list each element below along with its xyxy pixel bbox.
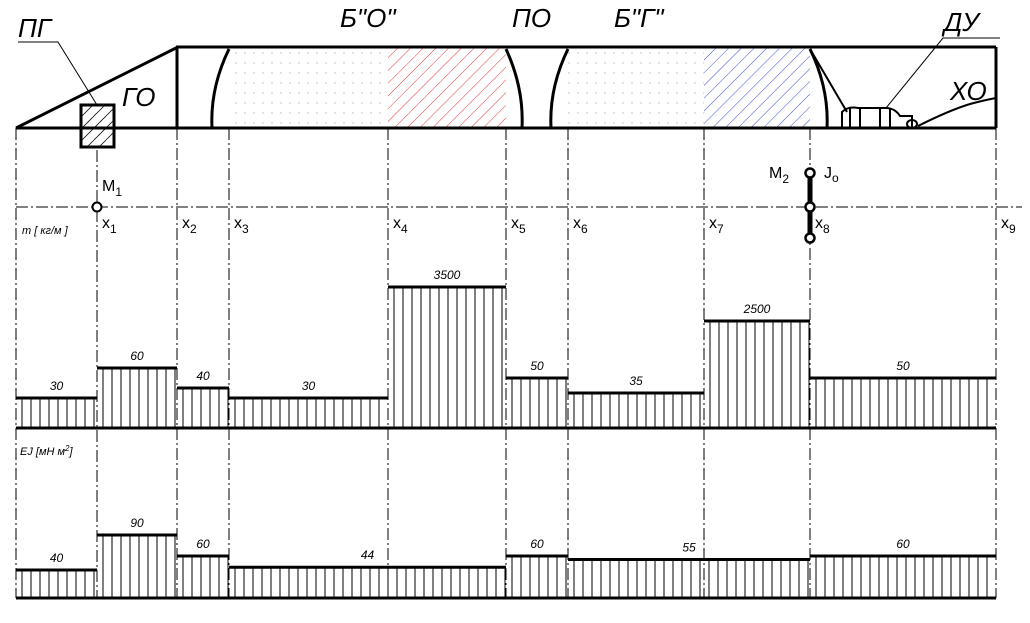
- stiffness-value-label-0: 40: [50, 551, 64, 565]
- stiffness-step-1: 90: [97, 516, 177, 598]
- x-tick-label-5: x5: [511, 215, 526, 236]
- payload-hatch: [80, 104, 115, 148]
- stiffness-step-4: 60: [506, 537, 568, 598]
- ej-axis-label: EJ [мН м2]: [20, 444, 73, 458]
- mass-value-label-5: 50: [530, 359, 544, 373]
- stiffness-value-label-2: 60: [196, 537, 210, 551]
- mass-step-8: 50: [810, 359, 996, 428]
- inertia-jo-label: Jo: [824, 165, 839, 185]
- hatched-region-blue: [704, 48, 810, 128]
- stiffness-value-label-6: 60: [896, 537, 910, 551]
- mass-step-3: 30: [229, 379, 388, 428]
- beam-axis: M1 M2 Jo m [ кг/м ] x1 x2 x3 x4 x5 x6 x7 x8 x9: [16, 165, 1022, 244]
- mass-value-label-2: 40: [196, 369, 210, 383]
- mass-m2-label: M2: [769, 165, 789, 186]
- mass-value-label-8: 50: [896, 359, 910, 373]
- x-tick-label-9: x9: [1001, 215, 1016, 236]
- mass-step-7: 2500: [704, 302, 810, 428]
- label-ho: ХО: [949, 76, 987, 106]
- mass-m1-label: M1: [102, 178, 122, 199]
- stiffness-value-label-1: 90: [130, 516, 144, 530]
- hatched-region-red: [388, 48, 506, 128]
- mass-value-label-3: 30: [302, 379, 316, 393]
- x-tick-label-2: x2: [182, 215, 197, 236]
- mass-step-5: 50: [506, 359, 568, 428]
- stiffness-value-label-4: 60: [530, 537, 544, 551]
- mass-m2-marker: [804, 167, 816, 179]
- mass-value-label-1: 60: [130, 349, 144, 363]
- dotted-region-bo: [228, 48, 388, 128]
- mass-step-1: 60: [97, 349, 177, 428]
- x-tick-label-8: x8: [815, 215, 830, 236]
- label-bo: Б"О": [340, 3, 397, 33]
- x-tick-label-1: x1: [102, 215, 117, 236]
- mass-distribution-chart: 30 60 40 30 3500 50 35 2500 50: [16, 268, 996, 430]
- mass-step-4: 3500: [388, 268, 506, 428]
- du-leader-line: [885, 37, 1000, 109]
- stiffness-value-label-3: 44: [361, 548, 375, 562]
- rocket-schematic: ПГ ГО Б"О" ПО Б"Г" ДУ ХО: [15, 3, 1000, 149]
- mass-value-label-4: 3500: [434, 268, 461, 282]
- label-po: ПО: [512, 3, 551, 33]
- stiffness-step-2: 60: [177, 537, 229, 598]
- inertia-jo-marker: [804, 232, 816, 244]
- mass-step-0: 30: [16, 379, 97, 428]
- x-tick-label-7: x7: [709, 215, 724, 236]
- tank-bo-rear-dome: [504, 48, 524, 129]
- mass-step-2: 40: [177, 369, 229, 428]
- tank-bo-front-dome: [210, 48, 231, 129]
- x-tick-label-6: x6: [573, 215, 588, 236]
- mass-value-label-6: 35: [629, 374, 643, 388]
- label-pg: ПГ: [18, 13, 53, 43]
- mass-step-6: 35: [568, 374, 704, 428]
- label-du: ДУ: [941, 7, 981, 37]
- x-tick-label-4: x4: [393, 215, 408, 236]
- x-tick-label-3: x3: [234, 215, 249, 236]
- label-go: ГО: [122, 82, 156, 112]
- m-axis-label: m [ кг/м ]: [22, 225, 69, 237]
- node-x8-marker: [804, 201, 816, 213]
- tank-bg-rear-dome: [808, 48, 829, 129]
- label-bg: Б"Г": [614, 3, 665, 33]
- engine-du: [809, 48, 997, 129]
- stiffness-value-label-5: 55: [682, 541, 696, 555]
- mass-value-label-7: 2500: [743, 302, 771, 316]
- mass-m1-marker: [91, 201, 103, 213]
- section-lines: [15, 128, 997, 598]
- payload-box: [79, 103, 116, 149]
- tank-bg-front-dome: [549, 48, 570, 129]
- stiffness-step-6: 60: [810, 537, 996, 598]
- mass-value-label-0: 30: [50, 379, 64, 393]
- stiffness-distribution-chart: 40 90 60 44 60 55 60: [16, 516, 996, 600]
- nose-cone-slope: [15, 45, 179, 130]
- pg-leader-line: [18, 41, 98, 106]
- stiffness-step-5: 55: [568, 541, 810, 598]
- dotted-region-bg: [568, 48, 704, 128]
- stiffness-step-0: 40: [16, 551, 97, 598]
- x-tick-labels: x1 x2 x3 x4 x5 x6 x7 x8 x9: [102, 215, 1016, 236]
- stiffness-step-3: 44: [229, 548, 506, 598]
